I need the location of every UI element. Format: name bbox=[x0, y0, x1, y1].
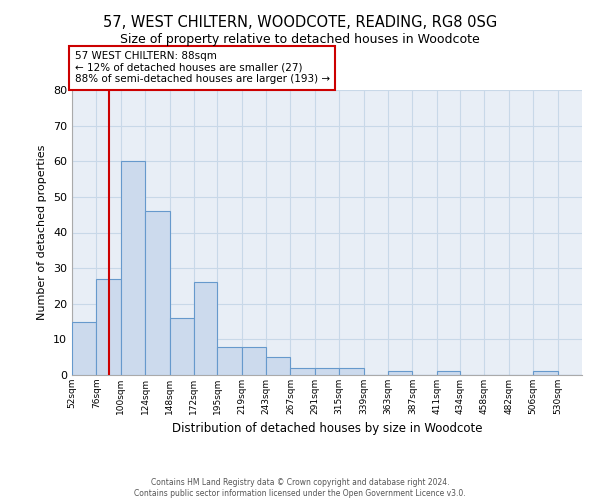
Bar bbox=[72, 322, 97, 375]
Text: 57 WEST CHILTERN: 88sqm
← 12% of detached houses are smaller (27)
88% of semi-de: 57 WEST CHILTERN: 88sqm ← 12% of detache… bbox=[74, 51, 329, 84]
Bar bbox=[533, 372, 557, 375]
Bar bbox=[97, 279, 121, 375]
Bar bbox=[170, 318, 194, 375]
X-axis label: Distribution of detached houses by size in Woodcote: Distribution of detached houses by size … bbox=[172, 422, 482, 436]
Bar bbox=[339, 368, 364, 375]
Bar bbox=[315, 368, 339, 375]
Bar bbox=[145, 211, 170, 375]
Y-axis label: Number of detached properties: Number of detached properties bbox=[37, 145, 47, 320]
Bar bbox=[437, 372, 460, 375]
Bar bbox=[121, 161, 145, 375]
Bar bbox=[194, 282, 217, 375]
Text: 57, WEST CHILTERN, WOODCOTE, READING, RG8 0SG: 57, WEST CHILTERN, WOODCOTE, READING, RG… bbox=[103, 15, 497, 30]
Text: Contains HM Land Registry data © Crown copyright and database right 2024.
Contai: Contains HM Land Registry data © Crown c… bbox=[134, 478, 466, 498]
Text: Size of property relative to detached houses in Woodcote: Size of property relative to detached ho… bbox=[120, 32, 480, 46]
Bar bbox=[388, 372, 412, 375]
Bar bbox=[290, 368, 315, 375]
Bar bbox=[217, 346, 242, 375]
Bar bbox=[242, 346, 266, 375]
Bar bbox=[266, 357, 290, 375]
